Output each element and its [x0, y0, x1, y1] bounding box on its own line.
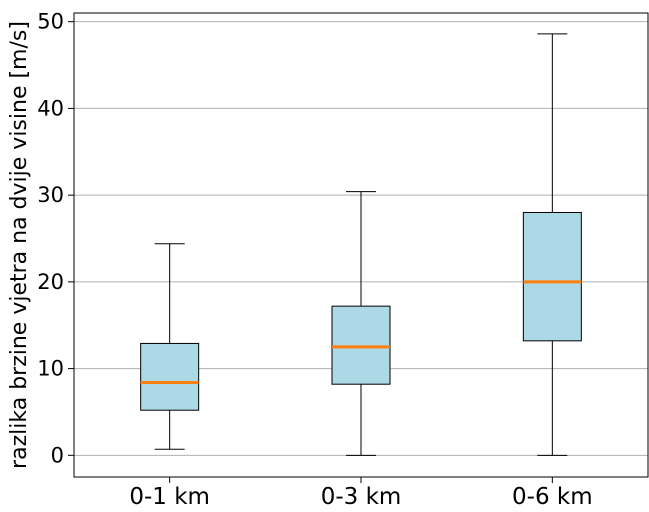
box-0-6-km: [522, 33, 582, 456]
y-tick-label: 50: [37, 10, 64, 34]
x-tick-label: 0-3 km: [321, 484, 402, 507]
y-tick-label: 0: [51, 443, 64, 467]
box-series: [140, 33, 582, 456]
y-axis: 0 10 20 30 40 50: [37, 10, 74, 467]
y-tick-label: 20: [37, 270, 64, 294]
x-tick-label: 0-6 km: [512, 484, 593, 507]
y-tick-label: 30: [37, 183, 64, 207]
y-tick-label: 10: [37, 357, 64, 381]
box-iqr: [331, 305, 391, 385]
y-axis-label: razlika brzine vjetra na dvije visine [m…: [7, 21, 32, 469]
box-0-3-km: [331, 191, 391, 456]
x-tick-label: 0-1 km: [129, 484, 210, 507]
box-iqr: [522, 211, 582, 342]
box-0-1-km: [140, 243, 200, 450]
box-iqr: [140, 342, 200, 411]
x-axis: 0-1 km 0-3 km 0-6 km: [129, 477, 593, 510]
plot-frame: [73, 12, 649, 478]
y-tick-label: 40: [37, 96, 64, 120]
